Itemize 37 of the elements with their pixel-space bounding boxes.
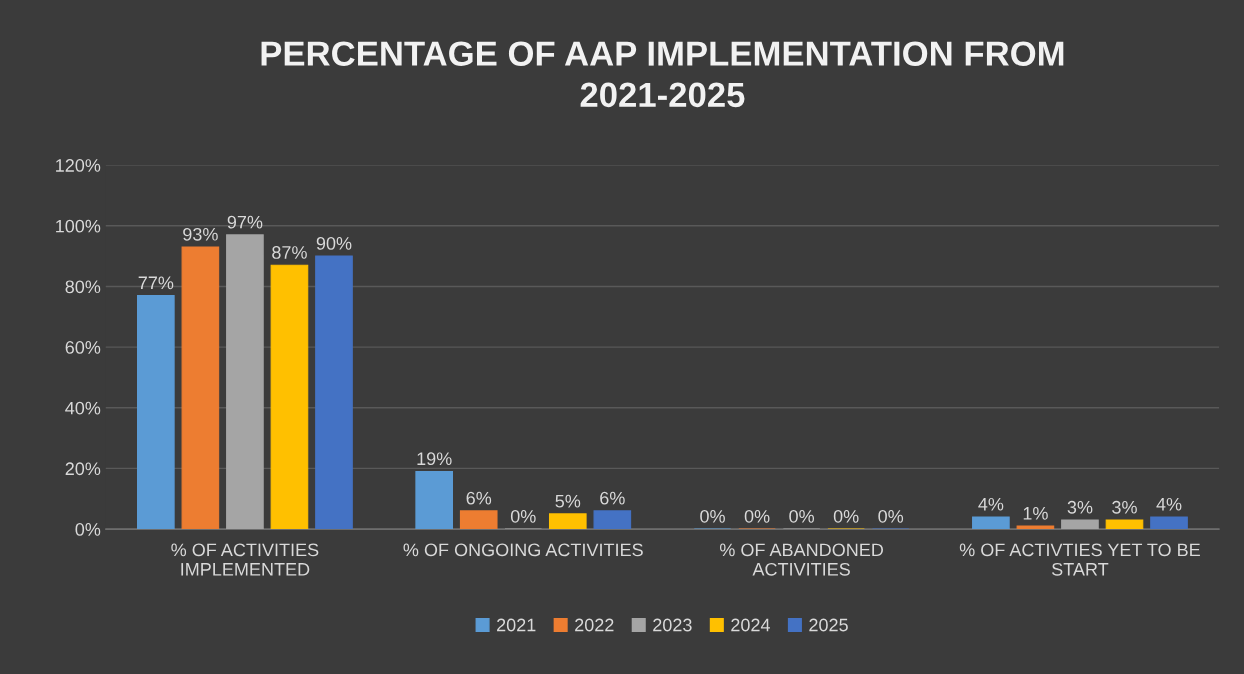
- data-label: 77%: [138, 276, 174, 290]
- data-label: 0%: [833, 509, 859, 523]
- data-label: 0%: [700, 509, 725, 523]
- x-tick-label: % OF ONGOING ACTIVITIES: [403, 543, 643, 557]
- legend-label: 2024: [731, 618, 770, 632]
- legend-label: 2023: [653, 618, 692, 632]
- data-label: 87%: [272, 246, 307, 259]
- legend-label: 2022: [575, 618, 614, 632]
- x-tick-label: % OF ABANDONED ACTIVITIES: [719, 543, 884, 576]
- y-tick-label: 80%: [65, 280, 101, 294]
- y-tick-label: 60%: [65, 341, 101, 354]
- data-label: 3%: [1067, 500, 1093, 514]
- data-label: 0%: [744, 509, 770, 523]
- data-label: 19%: [417, 452, 452, 466]
- data-label: 4%: [1156, 497, 1182, 511]
- x-tick-label: % OF ACTIVTIES YET TO BE START: [959, 543, 1200, 576]
- y-tick-label: 40%: [65, 401, 101, 415]
- data-label: 1%: [1023, 507, 1048, 520]
- data-label: 4%: [978, 497, 1004, 511]
- y-tick-label: 100%: [56, 219, 101, 233]
- data-label: 90%: [316, 236, 352, 250]
- y-tick-label: 0%: [75, 523, 101, 536]
- data-label: 6%: [600, 491, 625, 505]
- data-label: 97%: [227, 215, 263, 229]
- legend-label: 2021: [497, 618, 536, 632]
- data-label: 6%: [466, 491, 492, 505]
- data-label: 0%: [878, 509, 904, 523]
- x-tick-label: % OF ACTIVITIES IMPLEMENTED: [171, 543, 319, 576]
- chart-title: PERCENTAGE OF AAP IMPLEMENTATION FROM 2021-2025: [261, 41, 1064, 108]
- legend-label: 2025: [809, 618, 848, 632]
- data-label: 3%: [1112, 500, 1137, 514]
- data-label: 93%: [183, 227, 218, 241]
- y-tick-label: 120%: [56, 159, 101, 172]
- data-label: 5%: [555, 494, 581, 508]
- y-tick-label: 20%: [65, 462, 101, 476]
- data-label: 0%: [789, 509, 815, 523]
- data-label: 0%: [510, 509, 536, 523]
